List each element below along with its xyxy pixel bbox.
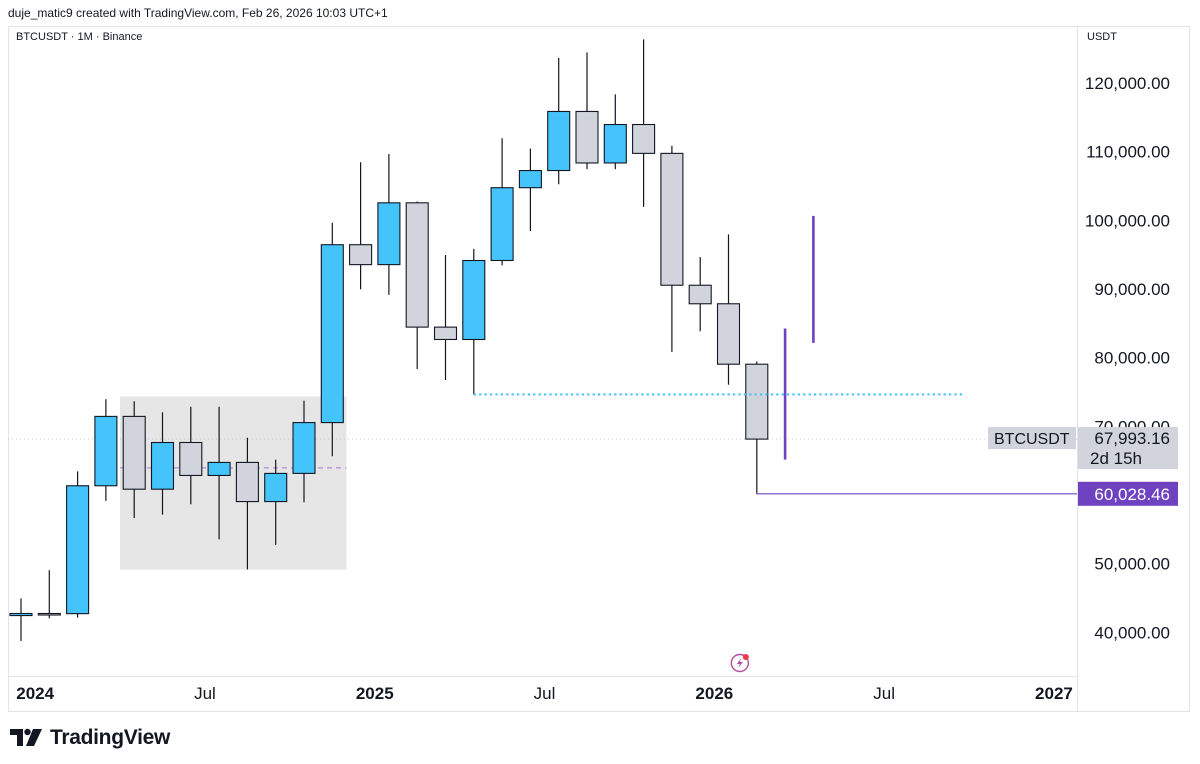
candle-body [37, 612, 61, 616]
plot-area [8, 39, 1077, 641]
x-tick-label: 2026 [695, 684, 733, 703]
candle-body [9, 612, 33, 617]
y-tick-label: 80,000.00 [1094, 349, 1170, 368]
candle-body [150, 441, 175, 490]
x-tick-label: Jul [873, 684, 895, 703]
candle-body [405, 202, 429, 328]
candle-body [122, 415, 146, 490]
y-tick-label: 120,000.00 [1085, 74, 1170, 93]
candle-body [716, 303, 741, 365]
x-tick-label: Jul [534, 684, 556, 703]
purple-price-label: 60,028.46 [1094, 485, 1170, 504]
candle-body [632, 123, 656, 154]
tradingview-logo-icon [10, 728, 42, 746]
attribution-text: duje_matic9 created with TradingView.com… [8, 6, 388, 20]
tradingview-wordmark: TradingView [50, 726, 171, 749]
tradingview-brand[interactable]: TradingView [10, 726, 170, 750]
x-tick-label: 2027 [1035, 684, 1073, 703]
candle-body [745, 363, 769, 440]
y-tick-label: 100,000.00 [1085, 211, 1170, 230]
y-tick-label: 110,000.00 [1086, 143, 1170, 162]
price-tag-value-bg [1078, 427, 1178, 470]
y-tick-label: 90,000.00 [1094, 280, 1170, 299]
price-tag-symbol: BTCUSDT [994, 431, 1070, 448]
lightning-dot [742, 654, 749, 660]
currency-label: USDT [1087, 31, 1117, 43]
candle-body [547, 110, 571, 172]
candle-body [179, 441, 203, 477]
top-bar: duje_matic9 created with TradingView.com… [0, 0, 1200, 26]
symbol-interval-label: BTCUSDT · 1M · Binance [16, 31, 143, 43]
x-tick-label: 2025 [356, 684, 394, 703]
lightning-alert-icon [730, 653, 750, 673]
candle-body [66, 485, 90, 615]
candle-body [207, 461, 231, 477]
candle-body [433, 326, 458, 341]
candle-body [292, 422, 316, 474]
candle-body [235, 461, 259, 503]
price-tag-value: 67,993.16 [1094, 429, 1170, 448]
lightning-circle [730, 653, 750, 673]
candle-body [518, 169, 542, 189]
candle-body [349, 244, 373, 266]
y-tick-label: 50,000.00 [1094, 555, 1170, 574]
chart-frame [8, 26, 1190, 712]
candle-body [575, 110, 599, 164]
candle-body [377, 202, 401, 266]
x-tick-label: 2024 [16, 684, 54, 703]
candle-body [264, 472, 288, 503]
candle-body [603, 123, 627, 164]
candle-body [320, 244, 344, 424]
candle-body [462, 259, 486, 341]
candle-body [490, 187, 514, 262]
purple-price-label-bg [1078, 481, 1178, 506]
candle-body [94, 415, 118, 487]
candle-body [660, 152, 684, 286]
lightning-bolt [736, 658, 743, 668]
price-tag-countdown: 2d 15h [1090, 449, 1142, 468]
price-tag-symbol-bg [988, 427, 1076, 450]
y-tick-label: 40,000.00 [1094, 623, 1170, 642]
x-tick-label: Jul [194, 684, 216, 703]
candle-body [688, 284, 712, 305]
